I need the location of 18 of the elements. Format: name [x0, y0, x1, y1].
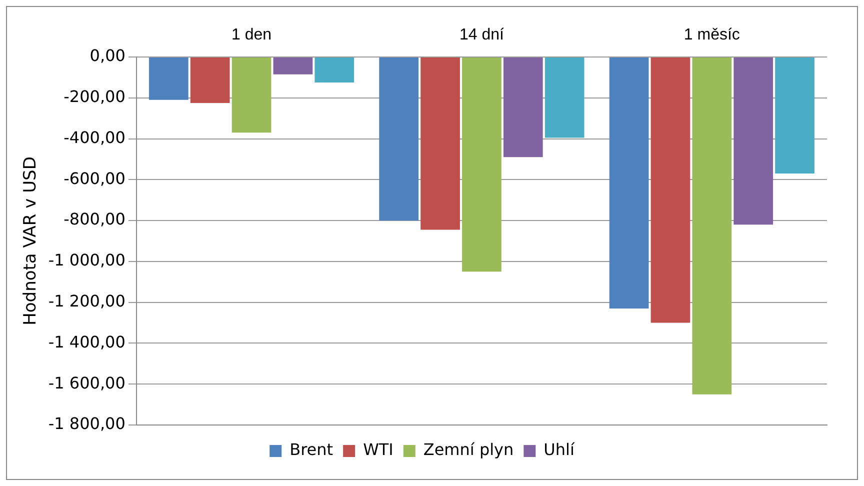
- y-tick-label: -800,00: [64, 210, 126, 229]
- y-tick-label: -1 000,00: [48, 250, 126, 270]
- y-tick-label: -1 800,00: [48, 414, 126, 434]
- y-tick-label: -400,00: [64, 128, 126, 147]
- y-tick-label: -1 600,00: [48, 373, 126, 392]
- legend-label: WTI: [363, 440, 394, 460]
- y-tick-label: -1 400,00: [48, 332, 126, 352]
- y-axis-title: Hodnota VAR v USD: [20, 156, 41, 326]
- y-tick-label: 0,00: [90, 46, 126, 66]
- y-tick-label: -600,00: [64, 168, 126, 188]
- legend-label: Zemní plyn: [423, 440, 514, 460]
- legend-label: Uhlí: [544, 440, 575, 460]
- legend-label: Brent: [290, 440, 334, 460]
- x-tick-label: 14 dní: [459, 26, 505, 44]
- x-tick-label: 1 měsíc: [684, 26, 740, 44]
- y-tick-label: -200,00: [64, 87, 126, 106]
- y-tick-label: -1 200,00: [48, 291, 126, 310]
- x-tick-label: 1 den: [231, 26, 272, 44]
